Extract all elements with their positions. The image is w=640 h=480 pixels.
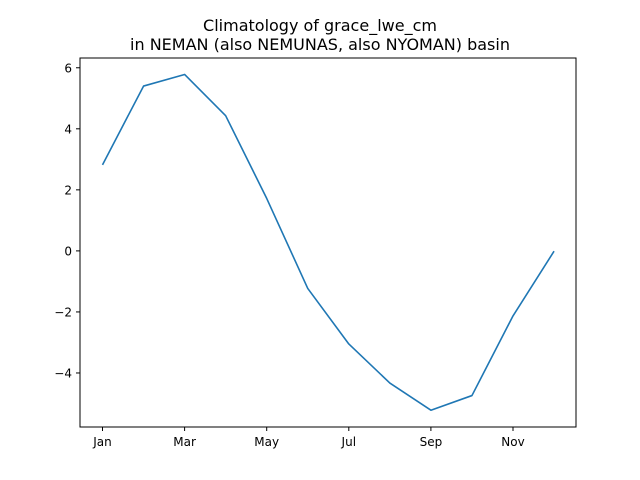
y-tick-label: −4	[54, 366, 72, 380]
x-tick-label: Jul	[341, 435, 356, 449]
y-tick-label: 2	[64, 183, 72, 197]
series-line	[101, 73, 555, 412]
x-tick-label: Nov	[501, 435, 524, 449]
y-tick-label: 6	[64, 61, 72, 75]
plot-frame	[79, 57, 577, 428]
chart-title-line1: Climatology of grace_lwe_cm	[203, 16, 437, 36]
chart-title-line2: in NEMAN (also NEMUNAS, also NYOMAN) bas…	[130, 35, 510, 54]
data-series	[101, 73, 555, 412]
x-tick-label: Mar	[173, 435, 196, 449]
y-tick-label: −2	[54, 305, 72, 319]
y-tick-label: 4	[64, 122, 72, 136]
x-tick-label: May	[254, 435, 279, 449]
x-tick-label: Sep	[420, 435, 443, 449]
y-tick-label: 0	[64, 244, 72, 258]
x-axis: Jan Mar May Jul Sep Nov	[92, 427, 525, 449]
y-axis: 6 4 2 0 −2 −4	[54, 61, 80, 380]
x-tick-label: Jan	[92, 435, 112, 449]
